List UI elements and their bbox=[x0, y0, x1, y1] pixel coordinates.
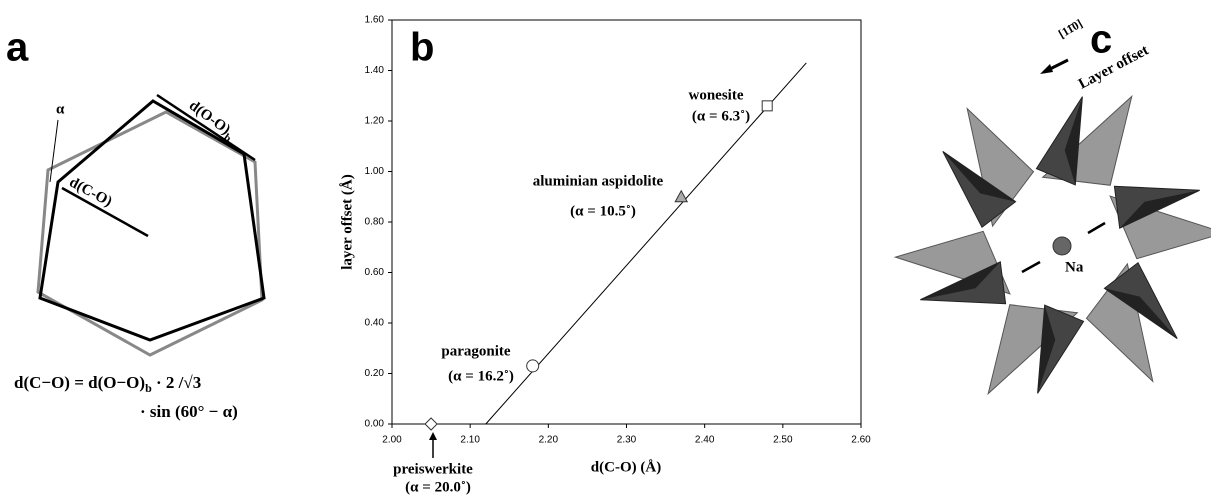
point-name: preiswerkite bbox=[393, 461, 473, 477]
tetrahedron bbox=[1085, 262, 1154, 383]
y-tick-label: 0.80 bbox=[365, 217, 385, 228]
formula-line2: · sin (60° − α) bbox=[140, 402, 238, 421]
arrow-co bbox=[61, 186, 149, 238]
formula-part: d(C−O) = d(O−O) bbox=[14, 373, 145, 392]
x-axis-label: d(C-O) (Å) bbox=[591, 459, 661, 475]
formula-sub: b bbox=[145, 381, 152, 395]
tetrahedron-face bbox=[942, 151, 1016, 202]
data-point bbox=[761, 100, 773, 112]
x-tick-label: 2.60 bbox=[851, 435, 871, 446]
alpha-label: α bbox=[56, 101, 65, 117]
point-name: wonesite bbox=[689, 87, 744, 103]
formula-line1: d(C−O) = d(O−O)b · 2 /√3 bbox=[14, 373, 201, 395]
caption: Layer offset bbox=[1076, 42, 1151, 92]
plot: 2.00 2.10 2.20 2.30 2.40 2.50 2.60 0.00 0.20 0.40… bbox=[365, 15, 872, 496]
ion-label: Na bbox=[1065, 259, 1084, 275]
alpha-pointer bbox=[49, 119, 59, 183]
tetrahedron-face bbox=[1104, 288, 1178, 339]
y-tick-label: 0.60 bbox=[365, 267, 385, 278]
na-ion bbox=[1052, 236, 1072, 256]
y-tick-label: 1.20 bbox=[365, 116, 385, 127]
point-name: paragonite bbox=[441, 343, 511, 359]
panel-letter: c bbox=[1090, 18, 1112, 62]
data-point bbox=[526, 359, 540, 373]
tetrahedron-face bbox=[1064, 96, 1083, 185]
x-tick-label: 2.30 bbox=[617, 435, 637, 446]
ring-structure bbox=[893, 94, 1211, 396]
formula-part: · 2 /√3 bbox=[152, 373, 201, 392]
x-tick-label: 2.10 bbox=[460, 435, 480, 446]
y-tick-label: 0.20 bbox=[365, 368, 385, 379]
arrow bbox=[1021, 260, 1041, 274]
panel-letter: b bbox=[410, 26, 434, 70]
arrowhead bbox=[1040, 64, 1053, 74]
arrow bbox=[1087, 221, 1106, 235]
tetrahedron-face bbox=[1037, 305, 1056, 394]
arrow-oo bbox=[156, 93, 256, 162]
point-annotation: (α = 20.0˚) bbox=[405, 479, 471, 495]
data-point bbox=[674, 189, 689, 203]
tetrahedron bbox=[966, 107, 1035, 228]
y-tick-label: 1.60 bbox=[365, 15, 385, 26]
data-point bbox=[424, 417, 438, 431]
y-axis-label: layer offset (Å) bbox=[339, 174, 355, 270]
tetrahedron-face bbox=[1119, 190, 1200, 229]
y-tick-label: 0.40 bbox=[365, 318, 385, 329]
y-tick-label: 1.00 bbox=[365, 166, 385, 177]
y-tick-label: 1.40 bbox=[365, 65, 385, 76]
tetrahedron-face bbox=[920, 261, 1001, 300]
direction-label: [11̄0] bbox=[1056, 16, 1085, 41]
point-annotation: (α = 10.5˚) bbox=[570, 203, 636, 219]
trend-line bbox=[485, 62, 807, 425]
point-annotation: (α = 16.2˚) bbox=[448, 368, 514, 384]
x-tick-label: 2.20 bbox=[539, 435, 559, 446]
y-tick-label: 0.00 bbox=[365, 419, 385, 430]
arrowhead bbox=[429, 432, 437, 440]
panel-letter: a bbox=[6, 26, 29, 70]
hexagon-rotated bbox=[36, 110, 264, 357]
point-name: aluminian aspidolite bbox=[533, 173, 664, 189]
x-tick-label: 2.40 bbox=[695, 435, 715, 446]
x-tick-label: 2.50 bbox=[773, 435, 793, 446]
point-annotation: (α = 6.3˚) bbox=[692, 108, 750, 124]
x-tick-label: 2.00 bbox=[382, 435, 402, 446]
